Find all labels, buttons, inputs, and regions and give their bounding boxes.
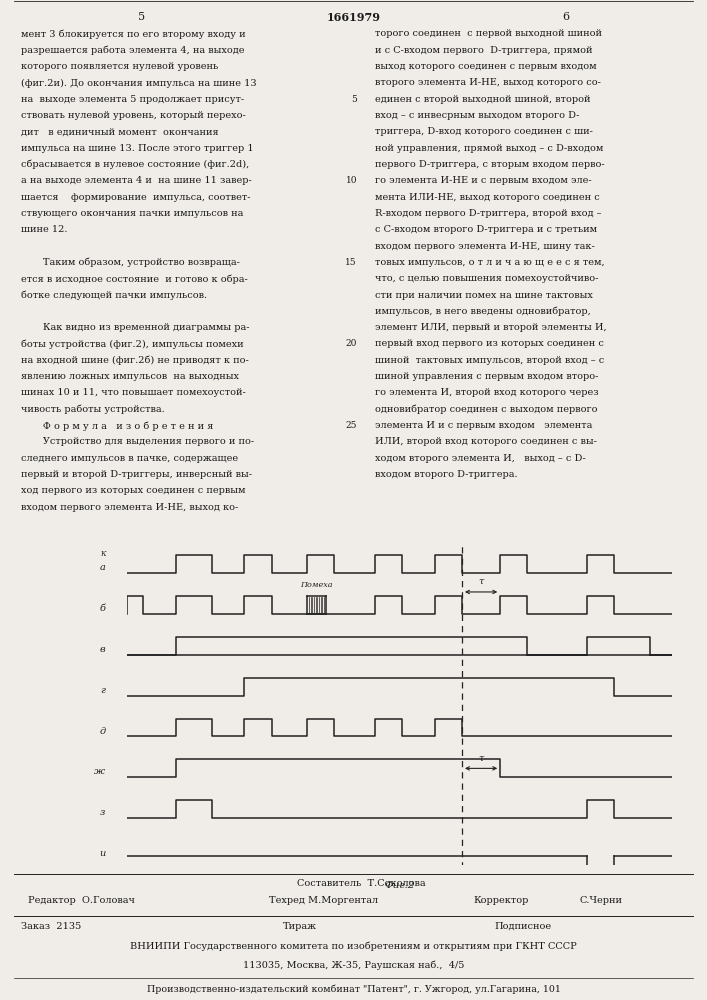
Text: мент 3 блокируется по его второму входу и: мент 3 блокируется по его второму входу … (21, 29, 246, 39)
Text: одновибратор соединен с выходом первого: одновибратор соединен с выходом первого (375, 405, 597, 414)
Text: 15: 15 (346, 258, 357, 267)
Text: дит   в единичный момент  окончания: дит в единичный момент окончания (21, 127, 219, 136)
Text: которого появляется нулевой уровень: которого появляется нулевой уровень (21, 62, 218, 71)
Text: на входной шине (фиг.2б) не приводят к по-: на входной шине (фиг.2б) не приводят к п… (21, 356, 249, 365)
Text: импульса на шине 13. После этого триггер 1: импульса на шине 13. После этого триггер… (21, 144, 254, 153)
Text: к: к (100, 549, 105, 558)
Text: элемент ИЛИ, первый и второй элементы И,: элемент ИЛИ, первый и второй элементы И, (375, 323, 607, 332)
Text: мента ИЛИ-НЕ, выход которого соединен с: мента ИЛИ-НЕ, выход которого соединен с (375, 193, 600, 202)
Text: разрешается работа элемента 4, на выходе: разрешается работа элемента 4, на выходе (21, 46, 245, 55)
Text: шине 12.: шине 12. (21, 225, 68, 234)
Text: входом первого элемента И-НЕ, выход ко-: входом первого элемента И-НЕ, выход ко- (21, 503, 238, 512)
Text: Заказ  2135: Заказ 2135 (21, 922, 81, 931)
Text: сти при наличии помех на шине тактовых: сти при наличии помех на шине тактовых (375, 291, 592, 300)
Text: ствовать нулевой уровень, который перехо-: ствовать нулевой уровень, который перехо… (21, 111, 246, 120)
Text: выход которого соединен с первым входом: выход которого соединен с первым входом (375, 62, 596, 71)
Text: и с С-входом первого  D-триггера, прямой: и с С-входом первого D-триггера, прямой (375, 46, 592, 55)
Text: Корректор: Корректор (474, 896, 529, 905)
Text: ботке следующей пачки импульсов.: ботке следующей пачки импульсов. (21, 291, 207, 300)
Text: ется в исходное состояние  и готово к обра-: ется в исходное состояние и готово к обр… (21, 274, 248, 284)
Text: первый и второй D-триггеры, инверсный вы-: первый и второй D-триггеры, инверсный вы… (21, 470, 252, 479)
Text: б: б (100, 604, 105, 613)
Text: ВНИИПИ Государственного комитета по изобретениям и открытиям при ГКНТ СССР: ВНИИПИ Государственного комитета по изоб… (130, 942, 577, 951)
Text: элемента И и с первым входом   элемента: элемента И и с первым входом элемента (375, 421, 592, 430)
Text: д: д (100, 727, 105, 736)
Text: 20: 20 (346, 339, 357, 348)
Text: 5: 5 (138, 12, 145, 22)
Text: импульсов, в него введены одновибратор,: импульсов, в него введены одновибратор, (375, 307, 590, 316)
Text: 10: 10 (346, 176, 357, 185)
Text: и: и (99, 849, 105, 858)
Text: ствующего окончания пачки импульсов на: ствующего окончания пачки импульсов на (21, 209, 244, 218)
Text: а: а (100, 563, 105, 572)
Text: Как видно из временной диаграммы ра-: Как видно из временной диаграммы ра- (21, 323, 250, 332)
Text: на  выходе элемента 5 продолжает присут-: на выходе элемента 5 продолжает присут- (21, 95, 245, 104)
Text: Ф о р м у л а   и з о б р е т е н и я: Ф о р м у л а и з о б р е т е н и я (21, 421, 214, 431)
Text: Подписное: Подписное (495, 922, 552, 931)
Text: первого D-триггера, с вторым входом перво-: первого D-триггера, с вторым входом перв… (375, 160, 604, 169)
Text: 1661979: 1661979 (327, 12, 380, 23)
Text: шинах 10 и 11, что повышает помехоустой-: шинах 10 и 11, что повышает помехоустой- (21, 388, 246, 397)
Text: шиной  тактовых импульсов, второй вход – с: шиной тактовых импульсов, второй вход – … (375, 356, 604, 365)
Text: Таким образом, устройство возвраща-: Таким образом, устройство возвраща- (21, 258, 240, 267)
Text: ИЛИ, второй вход которого соединен с вы-: ИЛИ, второй вход которого соединен с вы- (375, 437, 597, 446)
Text: шиной управления с первым входом второ-: шиной управления с первым входом второ- (375, 372, 598, 381)
Text: С.Черни: С.Черни (580, 896, 623, 905)
Text: торого соединен  с первой выходной шиной: торого соединен с первой выходной шиной (375, 29, 602, 38)
Text: входом второго D-триггера.: входом второго D-триггера. (375, 470, 518, 479)
Text: Производственно-издательский комбинат "Патент", г. Ужгород, ул.Гагарина, 101: Производственно-издательский комбинат "П… (146, 984, 561, 994)
Text: R-входом первого D-триггера, второй вход –: R-входом первого D-триггера, второй вход… (375, 209, 601, 218)
Text: а на выходе элемента 4 и  на шине 11 завер-: а на выходе элемента 4 и на шине 11 заве… (21, 176, 252, 185)
Text: шается    формирование  импульса, соответ-: шается формирование импульса, соответ- (21, 193, 251, 202)
Text: ход первого из которых соединен с первым: ход первого из которых соединен с первым (21, 486, 246, 495)
Text: 25: 25 (346, 421, 357, 430)
Text: триггера, D-вход которого соединен с ши-: триггера, D-вход которого соединен с ши- (375, 127, 592, 136)
Text: г: г (100, 686, 105, 695)
Text: Помеха: Помеха (300, 581, 333, 589)
Text: го элемента И, второй вход которого через: го элемента И, второй вход которого чере… (375, 388, 598, 397)
Text: входом первого элемента И-НЕ, шину так-: входом первого элемента И-НЕ, шину так- (375, 242, 595, 251)
Text: τ: τ (479, 753, 484, 762)
Text: ж: ж (94, 767, 105, 776)
Text: Техред М.Моргентал: Техред М.Моргентал (269, 896, 378, 905)
Text: (фиг.2и). До окончания импульса на шине 13: (фиг.2и). До окончания импульса на шине … (21, 78, 257, 88)
Text: з: з (100, 808, 105, 817)
Text: 113035, Москва, Ж-35, Раушская наб.,  4/5: 113035, Москва, Ж-35, Раушская наб., 4/5 (243, 961, 464, 970)
Text: Устройство для выделения первого и по-: Устройство для выделения первого и по- (21, 437, 255, 446)
Text: ной управления, прямой выход – с D-входом: ной управления, прямой выход – с D-входо… (375, 144, 603, 153)
Text: Редактор  О.Головач: Редактор О.Головач (28, 896, 135, 905)
Text: 6: 6 (562, 12, 569, 22)
Text: явлению ложных импульсов  на выходных: явлению ложных импульсов на выходных (21, 372, 239, 381)
Text: чивость работы устройства.: чивость работы устройства. (21, 405, 165, 414)
Text: боты устройства (фиг.2), импульсы помехи: боты устройства (фиг.2), импульсы помехи (21, 339, 244, 349)
Text: что, с целью повышения помехоустойчиво-: что, с целью повышения помехоустойчиво- (375, 274, 598, 283)
Text: 5: 5 (351, 95, 357, 104)
Text: τ: τ (479, 577, 484, 586)
Text: с С-входом второго D-триггера и с третьим: с С-входом второго D-триггера и с третьи… (375, 225, 597, 234)
Text: первый вход первого из которых соединен с: первый вход первого из которых соединен … (375, 339, 604, 348)
Text: вход – с инвесрным выходом второго D-: вход – с инвесрным выходом второго D- (375, 111, 579, 120)
Text: го элемента И-НЕ и с первым входом эле-: го элемента И-НЕ и с первым входом эле- (375, 176, 591, 185)
Text: Фиг.2: Фиг.2 (385, 881, 414, 890)
Text: товых импульсов, о т л и ч а ю щ е е с я тем,: товых импульсов, о т л и ч а ю щ е е с я… (375, 258, 604, 267)
Text: второго элемента И-НЕ, выход которого со-: второго элемента И-НЕ, выход которого со… (375, 78, 600, 87)
Text: ходом второго элемента И,   выход – с D-: ходом второго элемента И, выход – с D- (375, 454, 585, 463)
Text: единен с второй выходной шиной, второй: единен с второй выходной шиной, второй (375, 95, 590, 104)
Text: в: в (100, 645, 105, 654)
Text: Тираж: Тираж (283, 922, 317, 931)
Text: Составитель  Т.Соколова: Составитель Т.Соколова (297, 879, 426, 888)
Text: сбрасывается в нулевое состояние (фиг.2d),: сбрасывается в нулевое состояние (фиг.2d… (21, 160, 250, 169)
Text: следнего импульсов в пачке, содержащее: следнего импульсов в пачке, содержащее (21, 454, 238, 463)
